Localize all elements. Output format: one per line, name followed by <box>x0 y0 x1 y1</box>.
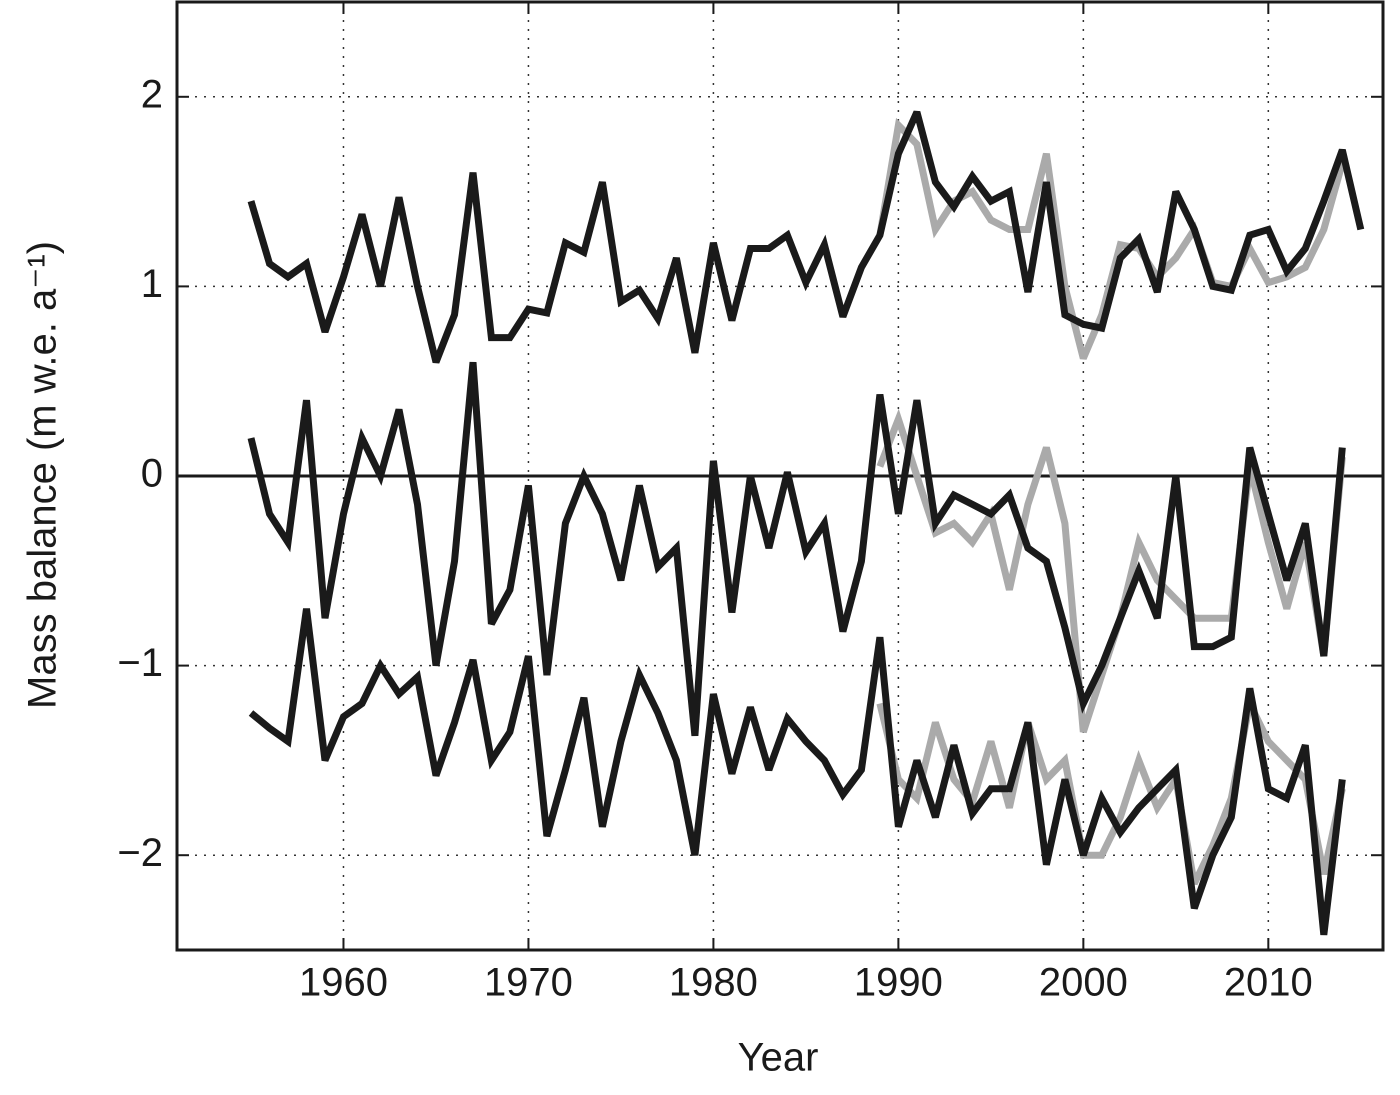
series-line <box>247 361 1346 737</box>
x-tick-label: 2010 <box>1224 961 1313 1005</box>
x-tick-label: 1960 <box>299 961 388 1005</box>
series-line <box>247 110 1365 364</box>
x-tick-label: 1970 <box>484 961 573 1005</box>
y-axis-label: Mass balance (m w.e. a⁻¹) <box>21 241 65 709</box>
series-line <box>876 701 1346 886</box>
x-tick-label: 1980 <box>669 961 758 1005</box>
y-tick-label: −2 <box>117 831 163 875</box>
plot-frame <box>175 0 1385 952</box>
y-tick-label: 1 <box>141 262 163 306</box>
series-line <box>248 608 1346 936</box>
x-tick-label: 2000 <box>1039 961 1128 1005</box>
x-axis-label: Year <box>738 1036 819 1080</box>
y-tick-label: −1 <box>117 641 163 685</box>
series-line <box>876 408 1346 734</box>
y-tick-label: 2 <box>141 72 163 116</box>
y-tick-label: 0 <box>141 452 163 496</box>
x-tick-label: 1990 <box>854 961 943 1005</box>
